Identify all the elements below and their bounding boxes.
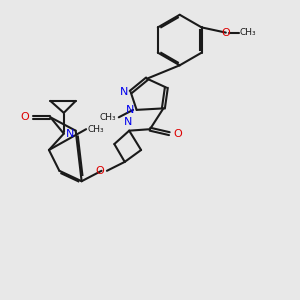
Text: O: O <box>221 28 230 38</box>
Text: O: O <box>20 112 29 122</box>
Text: O: O <box>173 129 182 139</box>
Text: O: O <box>95 166 104 176</box>
Text: CH₃: CH₃ <box>88 125 104 134</box>
Text: N: N <box>66 129 75 139</box>
Text: CH₃: CH₃ <box>99 113 116 122</box>
Text: CH₃: CH₃ <box>239 28 256 37</box>
Text: N: N <box>124 117 132 127</box>
Text: N: N <box>120 87 128 97</box>
Text: N: N <box>126 105 134 115</box>
